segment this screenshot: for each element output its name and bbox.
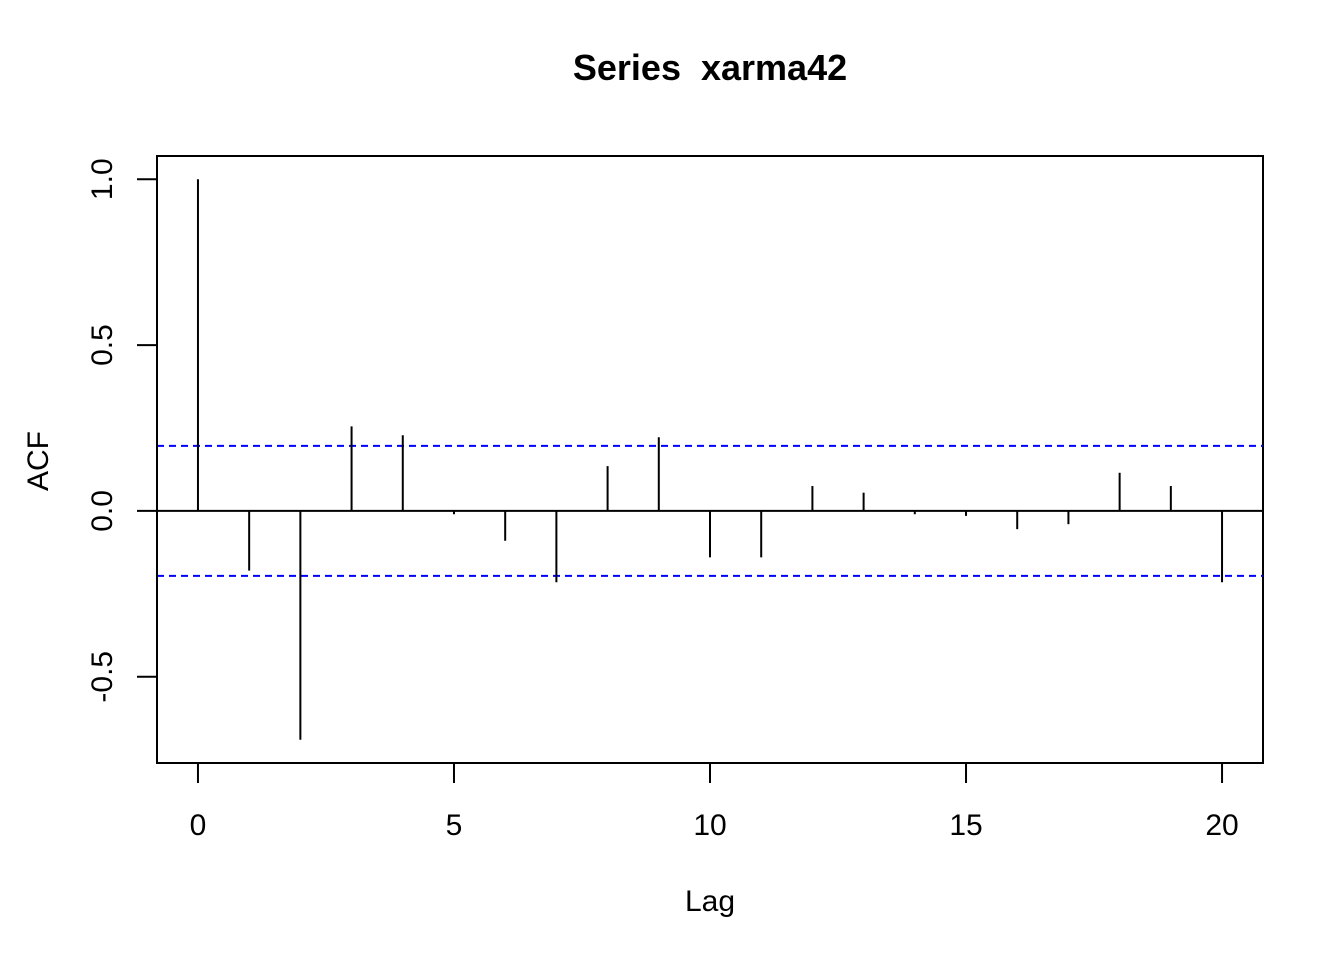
y-axis-label: ACF xyxy=(22,431,55,491)
x-tick-label-15: 15 xyxy=(949,809,982,842)
y-axis: -0.5 0.0 0.5 1.0 xyxy=(86,158,158,703)
x-tick-label-5: 5 xyxy=(446,809,463,842)
x-axis: 0 5 10 15 20 xyxy=(190,762,1239,842)
x-tick-label-20: 20 xyxy=(1205,809,1238,842)
confidence-bounds xyxy=(157,444,1263,577)
y-tick-label-1: 0.0 xyxy=(86,490,119,532)
acf-bars xyxy=(196,179,1224,740)
y-tick-label-2: 0.5 xyxy=(86,324,119,366)
x-tick-label-0: 0 xyxy=(190,809,207,842)
x-axis-label: Lag xyxy=(685,885,735,918)
y-tick-label-3: 1.0 xyxy=(86,158,119,200)
plot-frame xyxy=(156,155,1264,764)
x-tick-label-10: 10 xyxy=(693,809,726,842)
y-tick-label-0: -0.5 xyxy=(86,651,119,703)
chart-title: Series xarma42 xyxy=(573,47,847,88)
